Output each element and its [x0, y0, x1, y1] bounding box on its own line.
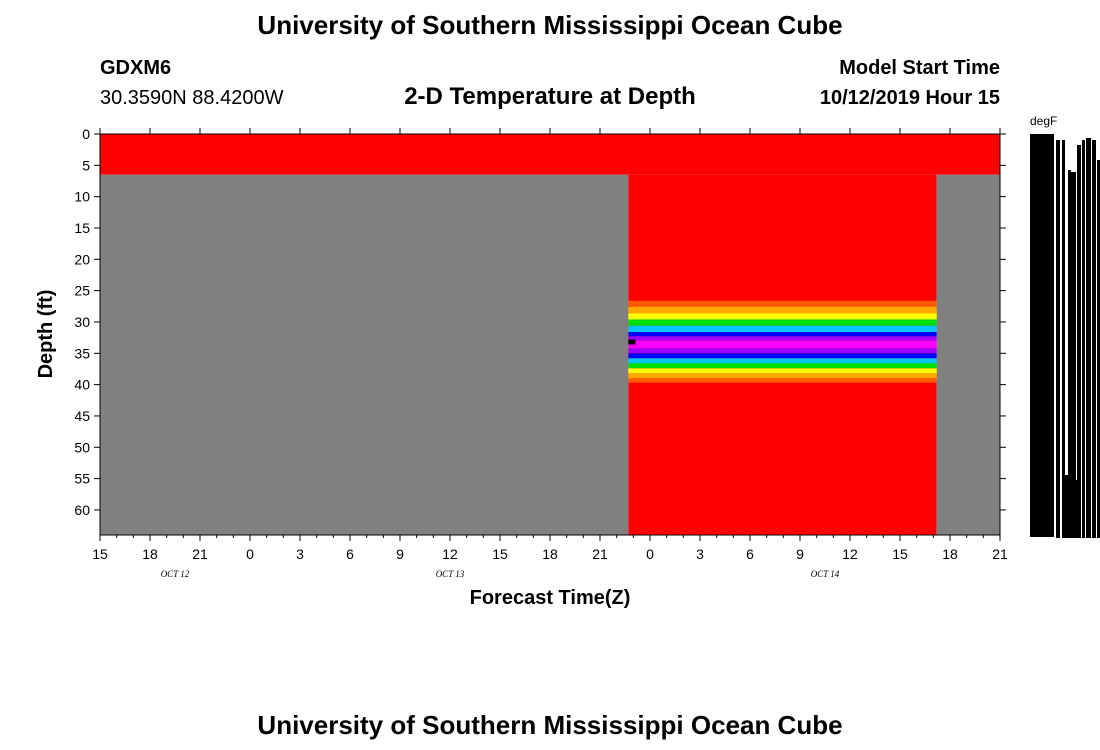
band-layer-4	[628, 325, 937, 332]
colorbar-stripe-1	[1062, 140, 1065, 538]
x-tick-label: 15	[492, 546, 508, 562]
band-layer-14	[628, 378, 937, 383]
band-marker	[628, 339, 636, 345]
y-tick-label: 30	[74, 314, 90, 330]
x-tick-label: 9	[396, 546, 404, 562]
band-layer-3	[628, 319, 937, 326]
colorbar-stripe-0	[1056, 140, 1060, 538]
heatmap-region-3	[936, 174, 1000, 535]
colorbar	[1030, 134, 1100, 538]
colorbar-label: degF	[1030, 114, 1057, 128]
colorbar-stripe-5	[1082, 140, 1085, 538]
x-tick-label: 12	[842, 546, 858, 562]
x-tick-label: 9	[796, 546, 804, 562]
x-tick-label: 15	[892, 546, 908, 562]
y-tick-label: 5	[82, 157, 90, 173]
band-layer-11	[628, 363, 937, 369]
thermocline-band	[628, 300, 937, 383]
band-layer-8	[628, 348, 937, 354]
colorbar-stripe-9	[1064, 475, 1072, 538]
x-tick-label: 6	[346, 546, 354, 562]
band-layer-7	[628, 340, 937, 349]
x-axis-label: Forecast Time(Z)	[470, 587, 631, 609]
band-layer-1	[628, 306, 937, 314]
x-tick-label: 6	[746, 546, 754, 562]
colorbar-stripe-8	[1097, 160, 1100, 538]
y-tick-label: 0	[82, 126, 90, 142]
model-start-value: 10/12/2019 Hour 15	[819, 87, 1000, 109]
x-tick-label: 18	[142, 546, 158, 562]
y-tick-label: 40	[74, 377, 90, 393]
chart-subtitle: 2-D Temperature at Depth	[404, 83, 696, 110]
y-tick-label: 45	[74, 408, 90, 424]
model-start-label: Model Start Time	[839, 57, 1000, 79]
y-tick-label: 25	[74, 283, 90, 299]
x-tick-label: 18	[542, 546, 558, 562]
y-tick-label: 60	[74, 502, 90, 518]
band-layer-2	[628, 313, 937, 320]
x-tick-label: 15	[92, 546, 108, 562]
date-label: OCT 13	[436, 569, 465, 579]
band-layer-10	[628, 358, 937, 364]
x-tick-label: 21	[592, 546, 608, 562]
x-tick-label: 21	[992, 546, 1008, 562]
y-axis-label: Depth (ft)	[35, 290, 57, 379]
y-tick-label: 55	[74, 471, 90, 487]
x-tick-label: 0	[246, 546, 254, 562]
x-tick-label: 12	[442, 546, 458, 562]
date-label: OCT 12	[161, 569, 190, 579]
x-tick-label: 21	[192, 546, 208, 562]
footer-title: University of Southern Mississippi Ocean…	[257, 710, 843, 740]
band-layer-13	[628, 373, 937, 379]
band-layer-9	[628, 353, 937, 359]
y-tick-label: 20	[74, 251, 90, 267]
date-label: OCT 14	[811, 569, 840, 579]
x-tick-label: 18	[942, 546, 958, 562]
band-layer-5	[628, 331, 937, 337]
y-tick-label: 50	[74, 439, 90, 455]
x-tick-label: 0	[646, 546, 654, 562]
heatmap-region-1	[100, 174, 629, 535]
y-tick-label: 10	[74, 189, 90, 205]
colorbar-stripe-3	[1071, 172, 1076, 538]
colorbar-stripe-10	[1074, 480, 1080, 538]
heatmap-region-0	[100, 134, 1000, 175]
station-id: GDXM6	[100, 57, 172, 79]
x-tick-label: 3	[296, 546, 304, 562]
y-tick-label: 15	[74, 220, 90, 236]
colorbar-stripe-4	[1077, 145, 1081, 538]
page-title: University of Southern Mississippi Ocean…	[257, 10, 843, 40]
station-coords: 30.3590N 88.4200W	[100, 87, 284, 109]
colorbar-strip	[1030, 134, 1054, 537]
x-tick-label: 3	[696, 546, 704, 562]
colorbar-stripe-7	[1092, 140, 1096, 538]
colorbar-stripe-2	[1068, 170, 1071, 538]
colorbar-stripe-6	[1086, 138, 1091, 538]
y-tick-label: 35	[74, 345, 90, 361]
band-layer-12	[628, 368, 937, 374]
band-layer-0	[628, 300, 937, 307]
band-layer-6	[628, 336, 937, 341]
